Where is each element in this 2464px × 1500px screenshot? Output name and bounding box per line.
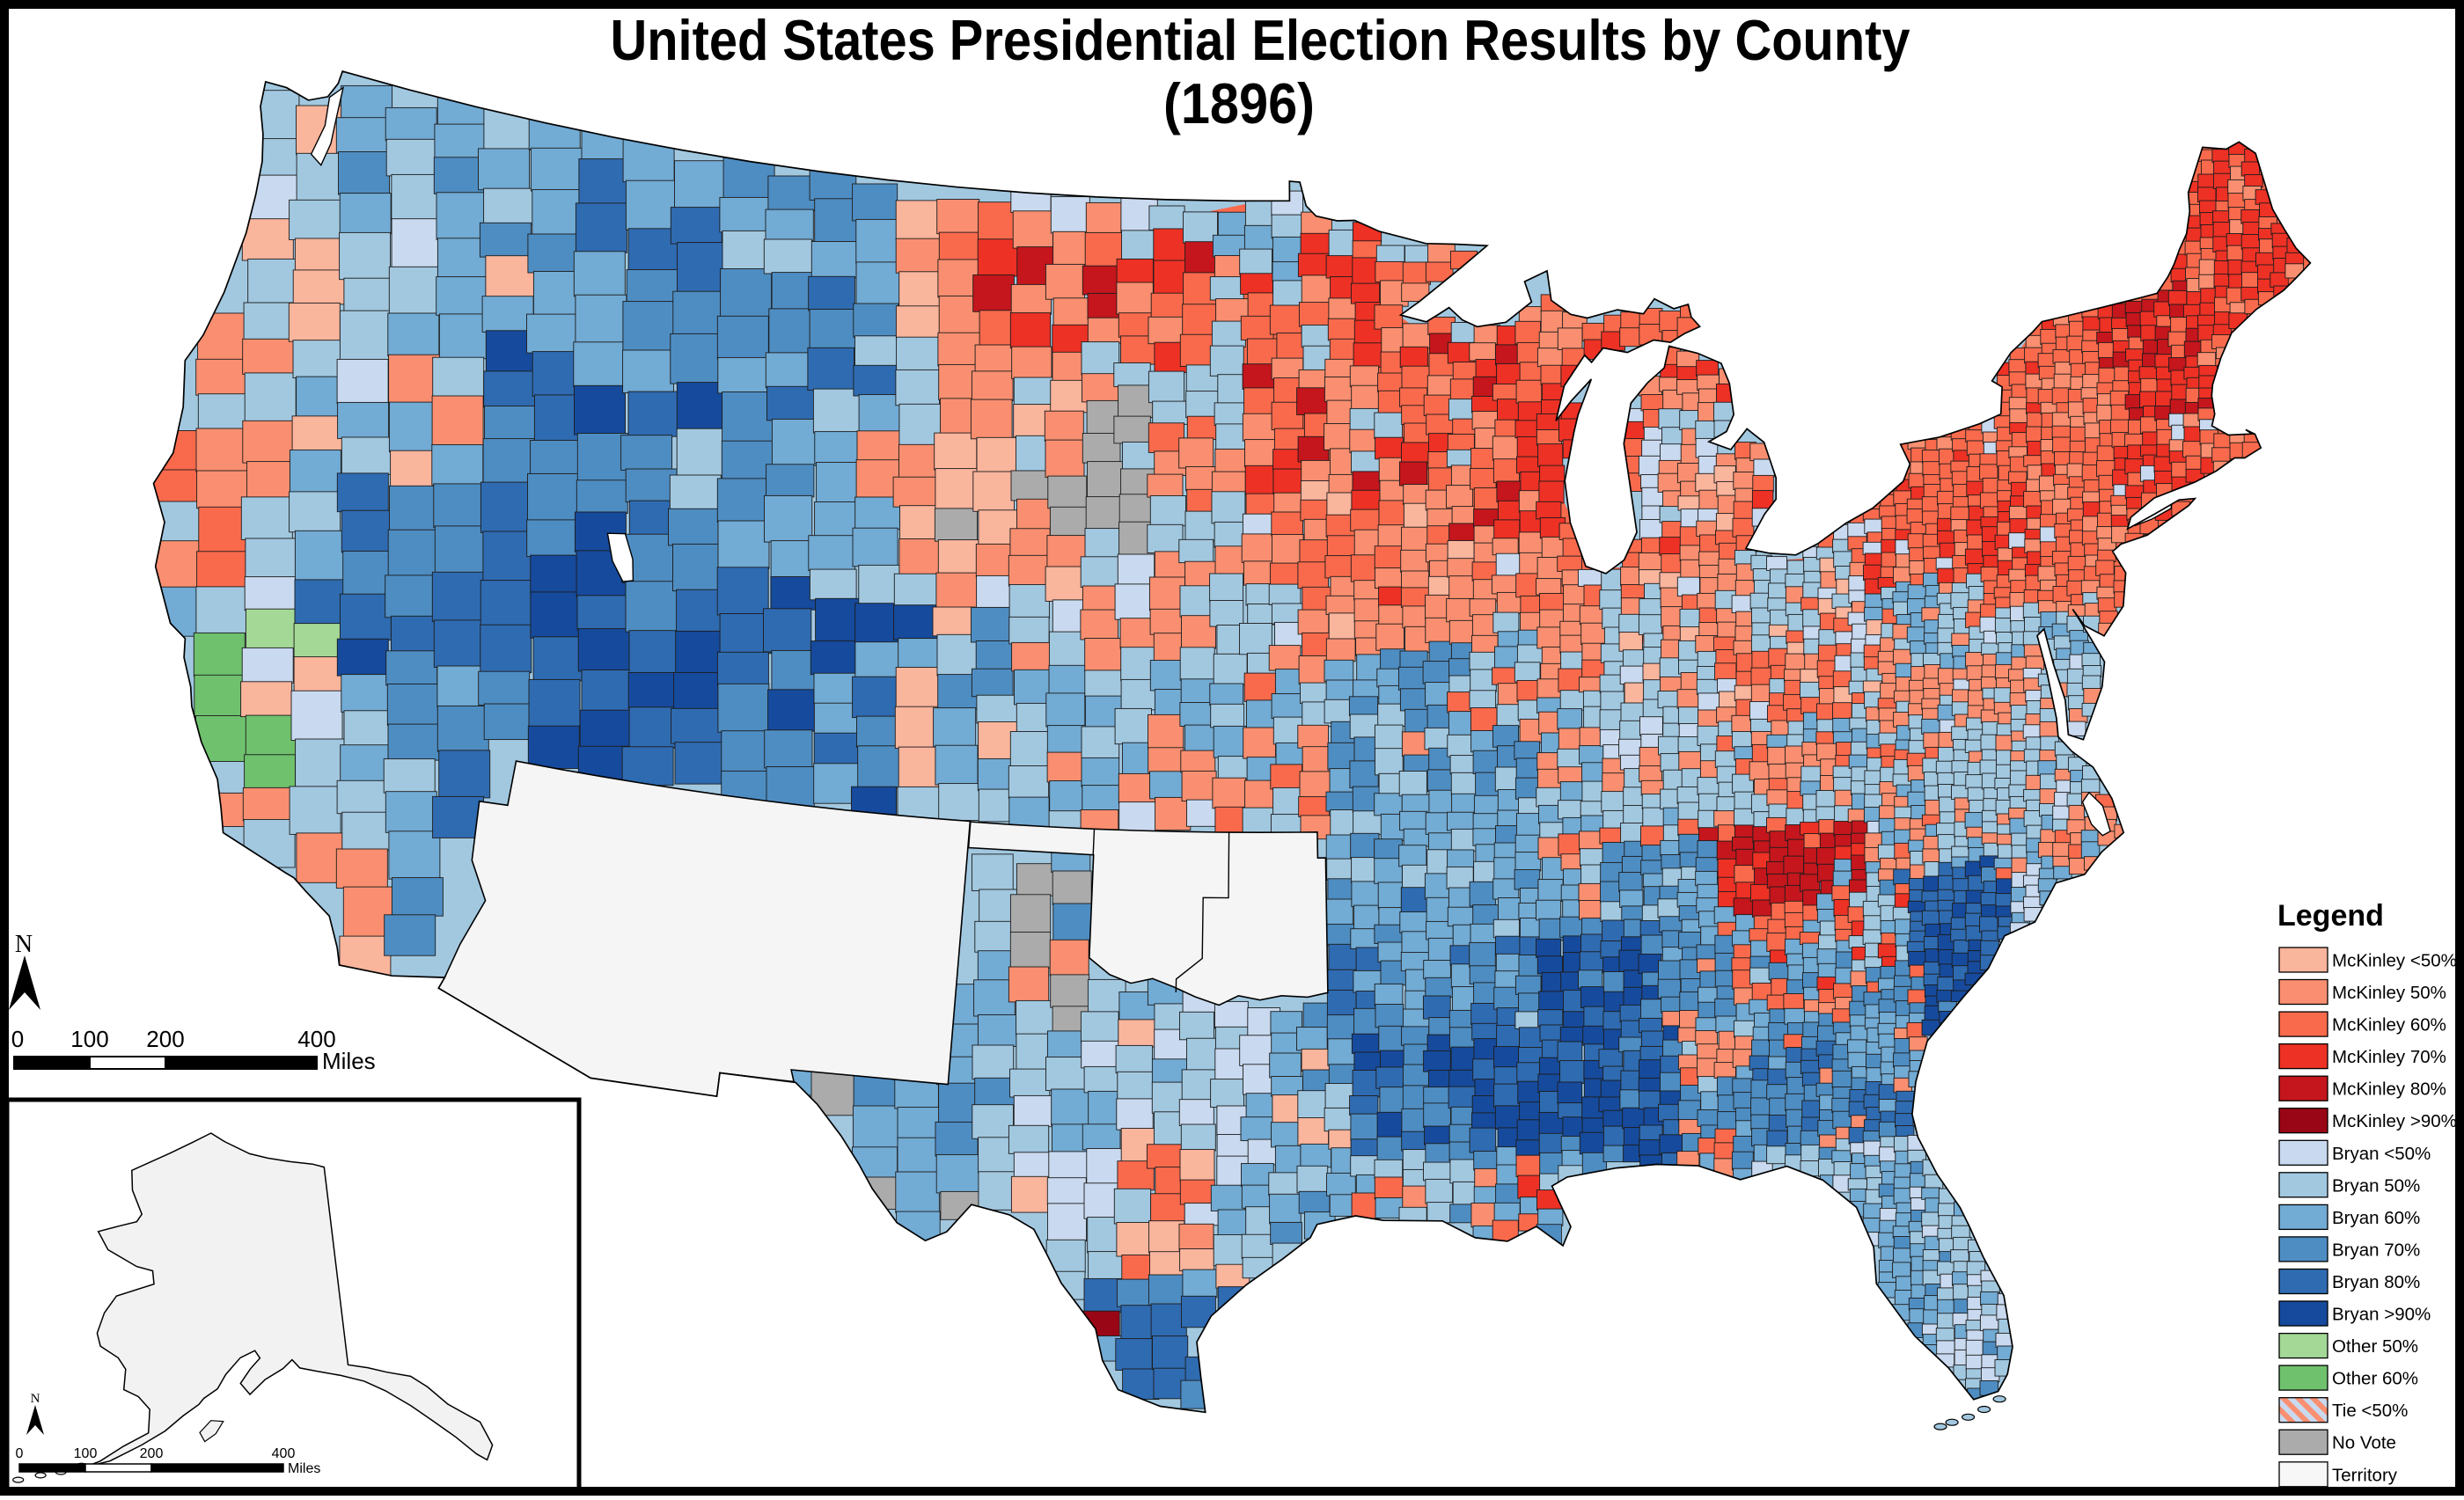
- svg-text:N: N: [15, 931, 33, 958]
- svg-text:McKinley 70%: McKinley 70%: [2332, 1047, 2446, 1067]
- svg-text:100: 100: [74, 1446, 98, 1461]
- svg-text:0: 0: [16, 1446, 24, 1461]
- svg-text:Miles: Miles: [288, 1461, 320, 1476]
- svg-text:100: 100: [70, 1026, 108, 1052]
- svg-text:McKinley 50%: McKinley 50%: [2332, 983, 2446, 1003]
- svg-text:N: N: [31, 1392, 40, 1406]
- svg-text:United States Presidential Ele: United States Presidential Election Resu…: [611, 8, 1910, 72]
- svg-text:McKinley 80%: McKinley 80%: [2332, 1079, 2446, 1100]
- svg-text:Bryan 50%: Bryan 50%: [2332, 1175, 2420, 1196]
- svg-text:400: 400: [272, 1446, 296, 1461]
- svg-text:Miles: Miles: [322, 1048, 376, 1074]
- svg-text:Bryan 70%: Bryan 70%: [2332, 1240, 2420, 1260]
- svg-text:0: 0: [11, 1026, 24, 1052]
- svg-text:Legend: Legend: [2277, 899, 2384, 933]
- svg-text:200: 200: [140, 1446, 164, 1461]
- svg-text:McKinley >90%: McKinley >90%: [2332, 1111, 2457, 1131]
- svg-text:Tie <50%: Tie <50%: [2332, 1401, 2408, 1421]
- svg-text:(1896): (1896): [1163, 71, 1315, 135]
- svg-text:Other 60%: Other 60%: [2332, 1369, 2418, 1389]
- svg-text:Bryan >90%: Bryan >90%: [2332, 1305, 2431, 1325]
- svg-text:Bryan 60%: Bryan 60%: [2332, 1208, 2420, 1228]
- svg-text:Bryan 80%: Bryan 80%: [2332, 1272, 2420, 1292]
- svg-text:200: 200: [146, 1026, 184, 1052]
- svg-text:Bryan <50%: Bryan <50%: [2332, 1144, 2431, 1164]
- svg-text:Other 50%: Other 50%: [2332, 1336, 2418, 1357]
- svg-text:McKinley <50%: McKinley <50%: [2332, 951, 2457, 971]
- svg-text:No Vote: No Vote: [2332, 1433, 2396, 1453]
- svg-text:Territory: Territory: [2332, 1465, 2398, 1485]
- svg-text:McKinley 60%: McKinley 60%: [2332, 1015, 2446, 1035]
